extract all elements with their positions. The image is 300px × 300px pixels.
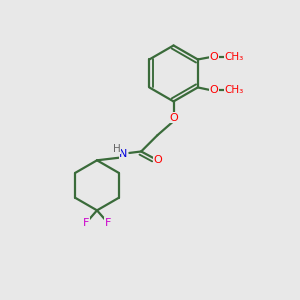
Text: O: O [209,85,218,95]
Text: F: F [105,218,111,228]
Text: O: O [210,52,218,62]
Text: N: N [119,149,128,159]
Text: F: F [82,218,89,228]
Text: CH₃: CH₃ [224,52,243,62]
Text: H: H [113,143,121,154]
Text: O: O [154,155,162,165]
Text: O: O [169,112,178,123]
Text: CH₃: CH₃ [224,85,244,95]
